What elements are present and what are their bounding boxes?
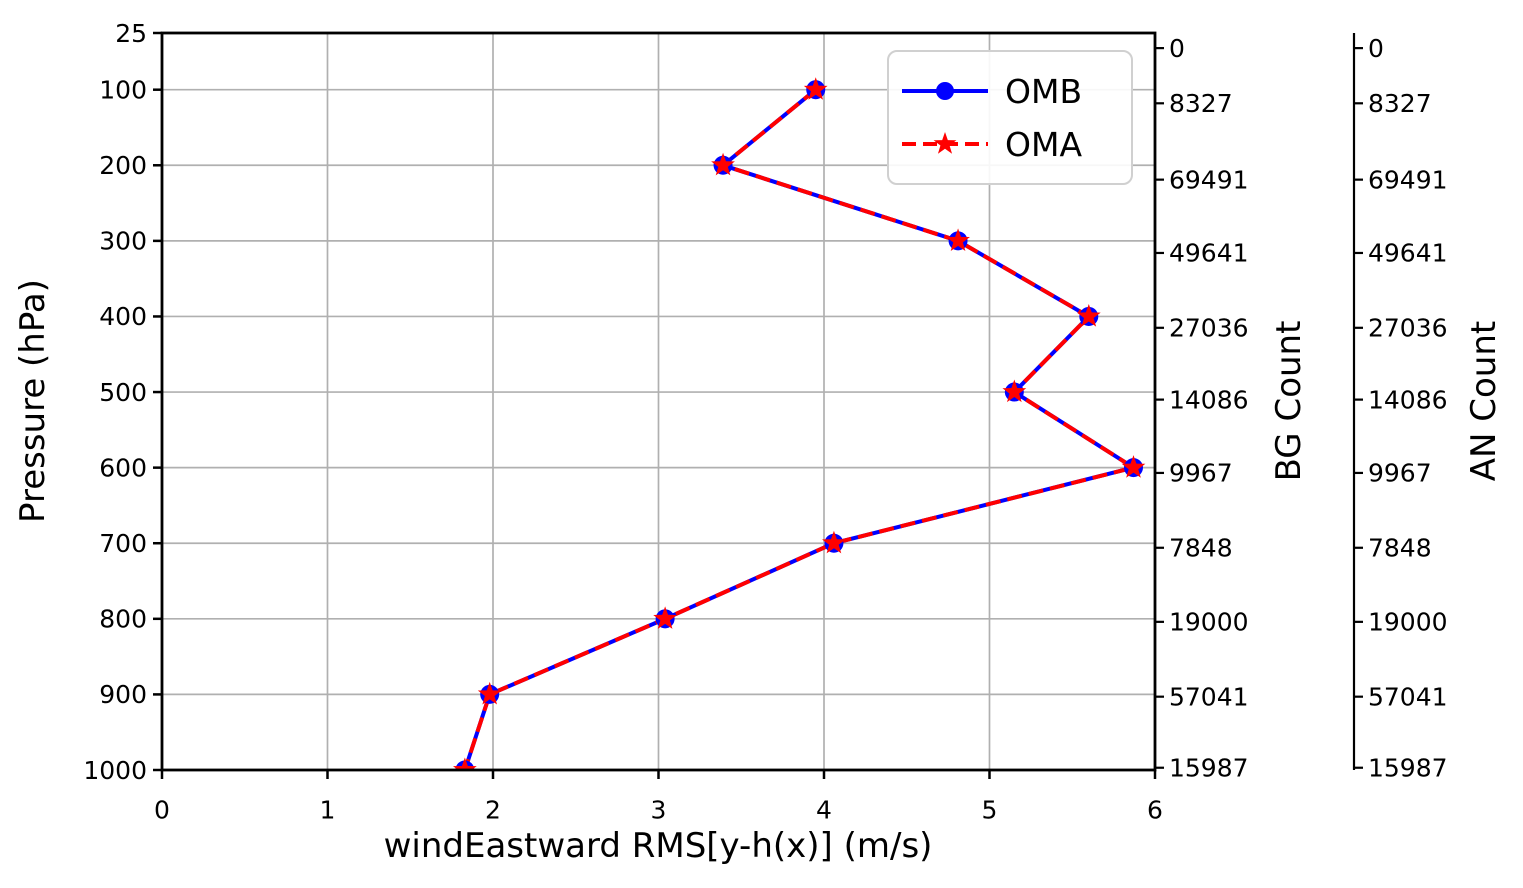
- bg-count-tick-label: 9967: [1169, 459, 1233, 488]
- bg-count-tick-label: 69491: [1169, 165, 1249, 194]
- an-count-tick-label: 0: [1368, 34, 1384, 63]
- legend-label-oma: OMA: [1005, 124, 1083, 164]
- plot-area-group: [452, 77, 1146, 770]
- x-tick-label: 1: [320, 796, 336, 825]
- an-count-tick-label: 7848: [1368, 534, 1432, 563]
- y-axis-label: Pressure (hPa): [13, 279, 53, 523]
- bg-count-tick-label: 8327: [1169, 89, 1233, 118]
- data-marker-star-oma: [1076, 303, 1101, 327]
- x-tick-label: 6: [1147, 796, 1163, 825]
- pressure-tick-label: 200: [99, 151, 147, 180]
- x-tick-label: 4: [816, 796, 832, 825]
- bg-count-tick-label: 7848: [1169, 534, 1233, 563]
- pressure-tick-label: 400: [99, 302, 147, 331]
- data-marker-star-oma: [452, 757, 477, 770]
- pressure-tick-label: 500: [99, 378, 147, 407]
- data-marker-star-oma: [946, 228, 970, 251]
- an-count-axis-label: AN Count: [1464, 320, 1504, 482]
- an-count-tick-label: 57041: [1368, 682, 1448, 711]
- an-count-tick-label: 15987: [1368, 753, 1448, 782]
- pressure-tick-label: 800: [99, 605, 147, 634]
- an-count-tick-label: 19000: [1368, 608, 1448, 637]
- pressure-tick-label: 300: [99, 227, 147, 256]
- bg-count-tick-label: 19000: [1169, 608, 1249, 637]
- x-tick-label: 2: [485, 796, 501, 825]
- pressure-tick-label: 600: [99, 453, 147, 482]
- bg-count-tick-label: 49641: [1169, 239, 1249, 268]
- legend-item-oma: OMA: [899, 126, 1121, 162]
- an-count-tick-label: 9967: [1368, 459, 1432, 488]
- data-marker-star-oma: [1121, 455, 1146, 478]
- legend-label-omb: OMB: [1005, 71, 1083, 111]
- data-marker-star-oma: [653, 606, 678, 629]
- x-tick-label: 0: [154, 796, 170, 825]
- an-count-tick-label: 69491: [1368, 165, 1448, 194]
- bg-count-tick-label: 27036: [1169, 314, 1249, 343]
- an-count-tick-label: 14086: [1368, 385, 1448, 414]
- oma-sample-star-marker: [933, 132, 957, 154]
- x-tick-label: 5: [982, 796, 998, 825]
- oma-line-sample: [902, 132, 988, 154]
- bg-count-tick-label: 15987: [1169, 753, 1249, 782]
- bg-count-tick-label: 14086: [1169, 385, 1249, 414]
- x-axis-label: windEastward RMS[y-h(x)] (m/s): [383, 826, 933, 866]
- an-count-tick-label: 49641: [1368, 239, 1448, 268]
- pressure-tick-label: 100: [99, 75, 147, 104]
- data-marker-star-oma: [803, 77, 828, 100]
- data-marker-star-oma: [1002, 379, 1027, 403]
- omb-line-sample: [902, 82, 988, 100]
- legend: OMB OMA: [887, 50, 1133, 185]
- pressure-tick-label: 700: [99, 529, 147, 558]
- bg-count-tick-label: 0: [1169, 34, 1185, 63]
- pressure-tick-label: 25: [115, 19, 147, 48]
- data-marker-star-oma: [822, 530, 846, 554]
- an-count-tick-label: 8327: [1368, 89, 1432, 118]
- omb-sample-circle-marker: [936, 82, 954, 100]
- an-count-tick-label: 27036: [1368, 314, 1448, 343]
- bg-count-axis-label: BG Count: [1269, 320, 1309, 482]
- data-marker-star-oma: [711, 152, 735, 176]
- legend-item-omb: OMB: [899, 73, 1121, 109]
- bg-count-tick-label: 57041: [1169, 682, 1249, 711]
- x-tick-label: 3: [651, 796, 667, 825]
- data-marker-star-oma: [477, 681, 502, 705]
- series-line-oma: [462, 88, 1139, 770]
- pressure-tick-label: 900: [99, 680, 147, 709]
- pressure-tick-label: 1000: [83, 756, 147, 785]
